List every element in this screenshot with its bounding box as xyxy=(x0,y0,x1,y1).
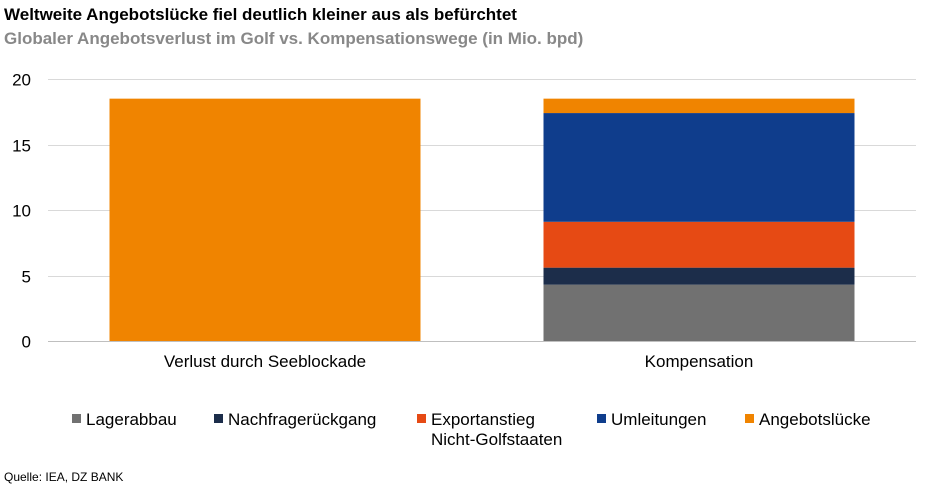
legend-swatch-0 xyxy=(72,414,81,423)
chart-subtitle: Globaler Angebotsverlust im Golf vs. Kom… xyxy=(4,29,584,48)
legend-label-2: Exportanstieg Nicht-Golfstaaten xyxy=(431,410,562,449)
legend-swatch-3 xyxy=(597,414,606,423)
y-axis-tick-labels: 0 5 10 15 20 xyxy=(12,71,31,352)
legend-label-4: Angebotslücke xyxy=(759,410,871,429)
bar-1-exportanstieg-nicht-golfstaaten xyxy=(543,221,855,268)
legend-label-1: Nachfragerückgang xyxy=(228,410,376,429)
legend-swatch-4 xyxy=(745,414,754,423)
x-category-label-1: Kompensation xyxy=(645,352,754,371)
legend: Lagerabbau Nachfragerückgang Exportanstieg… xyxy=(72,410,871,449)
chart-title: Weltweite Angebotslücke fiel deutlich kl… xyxy=(4,5,517,24)
source-note: Quelle: IEA, DZ BANK xyxy=(4,470,124,484)
legend-label-0: Lagerabbau xyxy=(86,410,177,429)
stacked-bar-chart: 0 5 10 15 20 Verlust durch Seeblockade Kompen… xyxy=(12,71,916,449)
y-tick-label-5: 5 xyxy=(22,268,31,287)
y-tick-label-10: 10 xyxy=(12,202,31,221)
bars xyxy=(109,98,855,342)
x-category-label-0: Verlust durch Seeblockade xyxy=(164,352,366,371)
y-tick-label-20: 20 xyxy=(12,71,31,90)
legend-swatch-1 xyxy=(214,414,223,423)
bar-0-angebotsl-cke xyxy=(109,98,421,342)
legend-label-3: Umleitungen xyxy=(611,410,706,429)
y-tick-label-0: 0 xyxy=(22,333,31,352)
bar-1-nachfrager-ckgang xyxy=(543,267,855,285)
bar-1-umleitungen xyxy=(543,113,855,222)
x-axis-category-labels: Verlust durch Seeblockade Kompensation xyxy=(164,352,753,371)
bar-1-lagerabbau xyxy=(543,284,855,341)
legend-swatch-2 xyxy=(417,414,426,423)
bar-1-angebotsl-cke xyxy=(543,98,855,114)
y-tick-label-15: 15 xyxy=(12,137,31,156)
